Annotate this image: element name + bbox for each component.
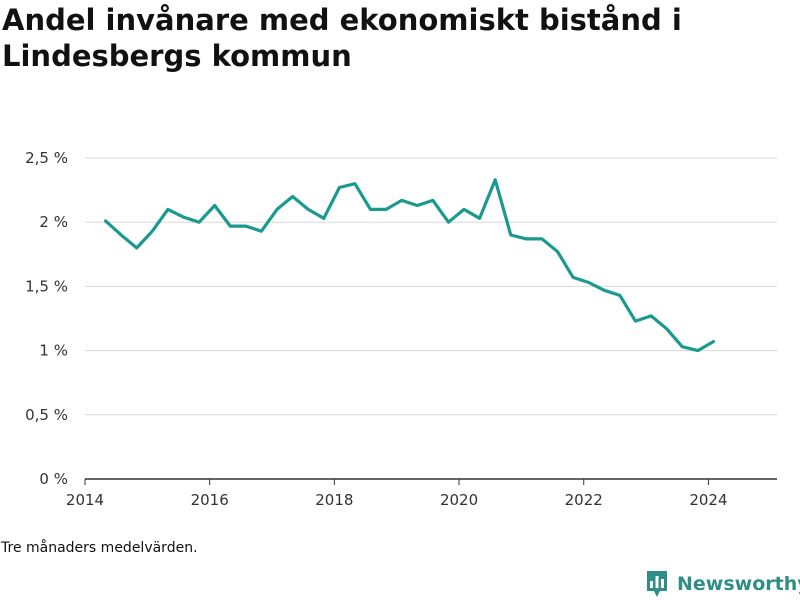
x-tick-label: 2022 bbox=[565, 491, 603, 509]
x-tick-label: 2020 bbox=[440, 491, 478, 509]
x-axis: 2014 2016 2018 2020 2022 2024 bbox=[66, 478, 777, 509]
chart-note: Tre månaders medelvärden. bbox=[1, 540, 198, 556]
gridlines bbox=[85, 157, 777, 416]
y-tick-label: 0,5 % bbox=[25, 406, 68, 424]
series-layer bbox=[103, 178, 716, 353]
bar-chart-pin-icon bbox=[647, 571, 667, 597]
brand-name: Newsworthy bbox=[677, 573, 800, 595]
y-tick-label: 2 % bbox=[39, 213, 68, 231]
x-tick-label: 2016 bbox=[191, 491, 229, 509]
y-tick-label: 2,5 % bbox=[25, 149, 68, 167]
x-tick-label: 2018 bbox=[315, 491, 353, 509]
series-line bbox=[103, 178, 716, 353]
y-tick-label: 1 % bbox=[39, 342, 68, 360]
y-axis-labels: 0 % 0,5 % 1 % 1,5 % 2 % 2,5 % bbox=[25, 149, 68, 488]
x-tick-label: 2024 bbox=[689, 491, 727, 509]
y-tick-label: 1,5 % bbox=[25, 277, 68, 295]
line-chart: 0 % 0,5 % 1 % 1,5 % 2 % 2,5 % 2014 2016 2018 202… bbox=[25, 149, 777, 509]
x-tick-label: 2014 bbox=[66, 491, 104, 509]
brand-logo-group: Newsworthy bbox=[645, 568, 800, 600]
chart-title: Andel invånare med ekonomiskt bistånd i … bbox=[2, 3, 682, 73]
y-tick-label: 0 % bbox=[39, 470, 68, 488]
